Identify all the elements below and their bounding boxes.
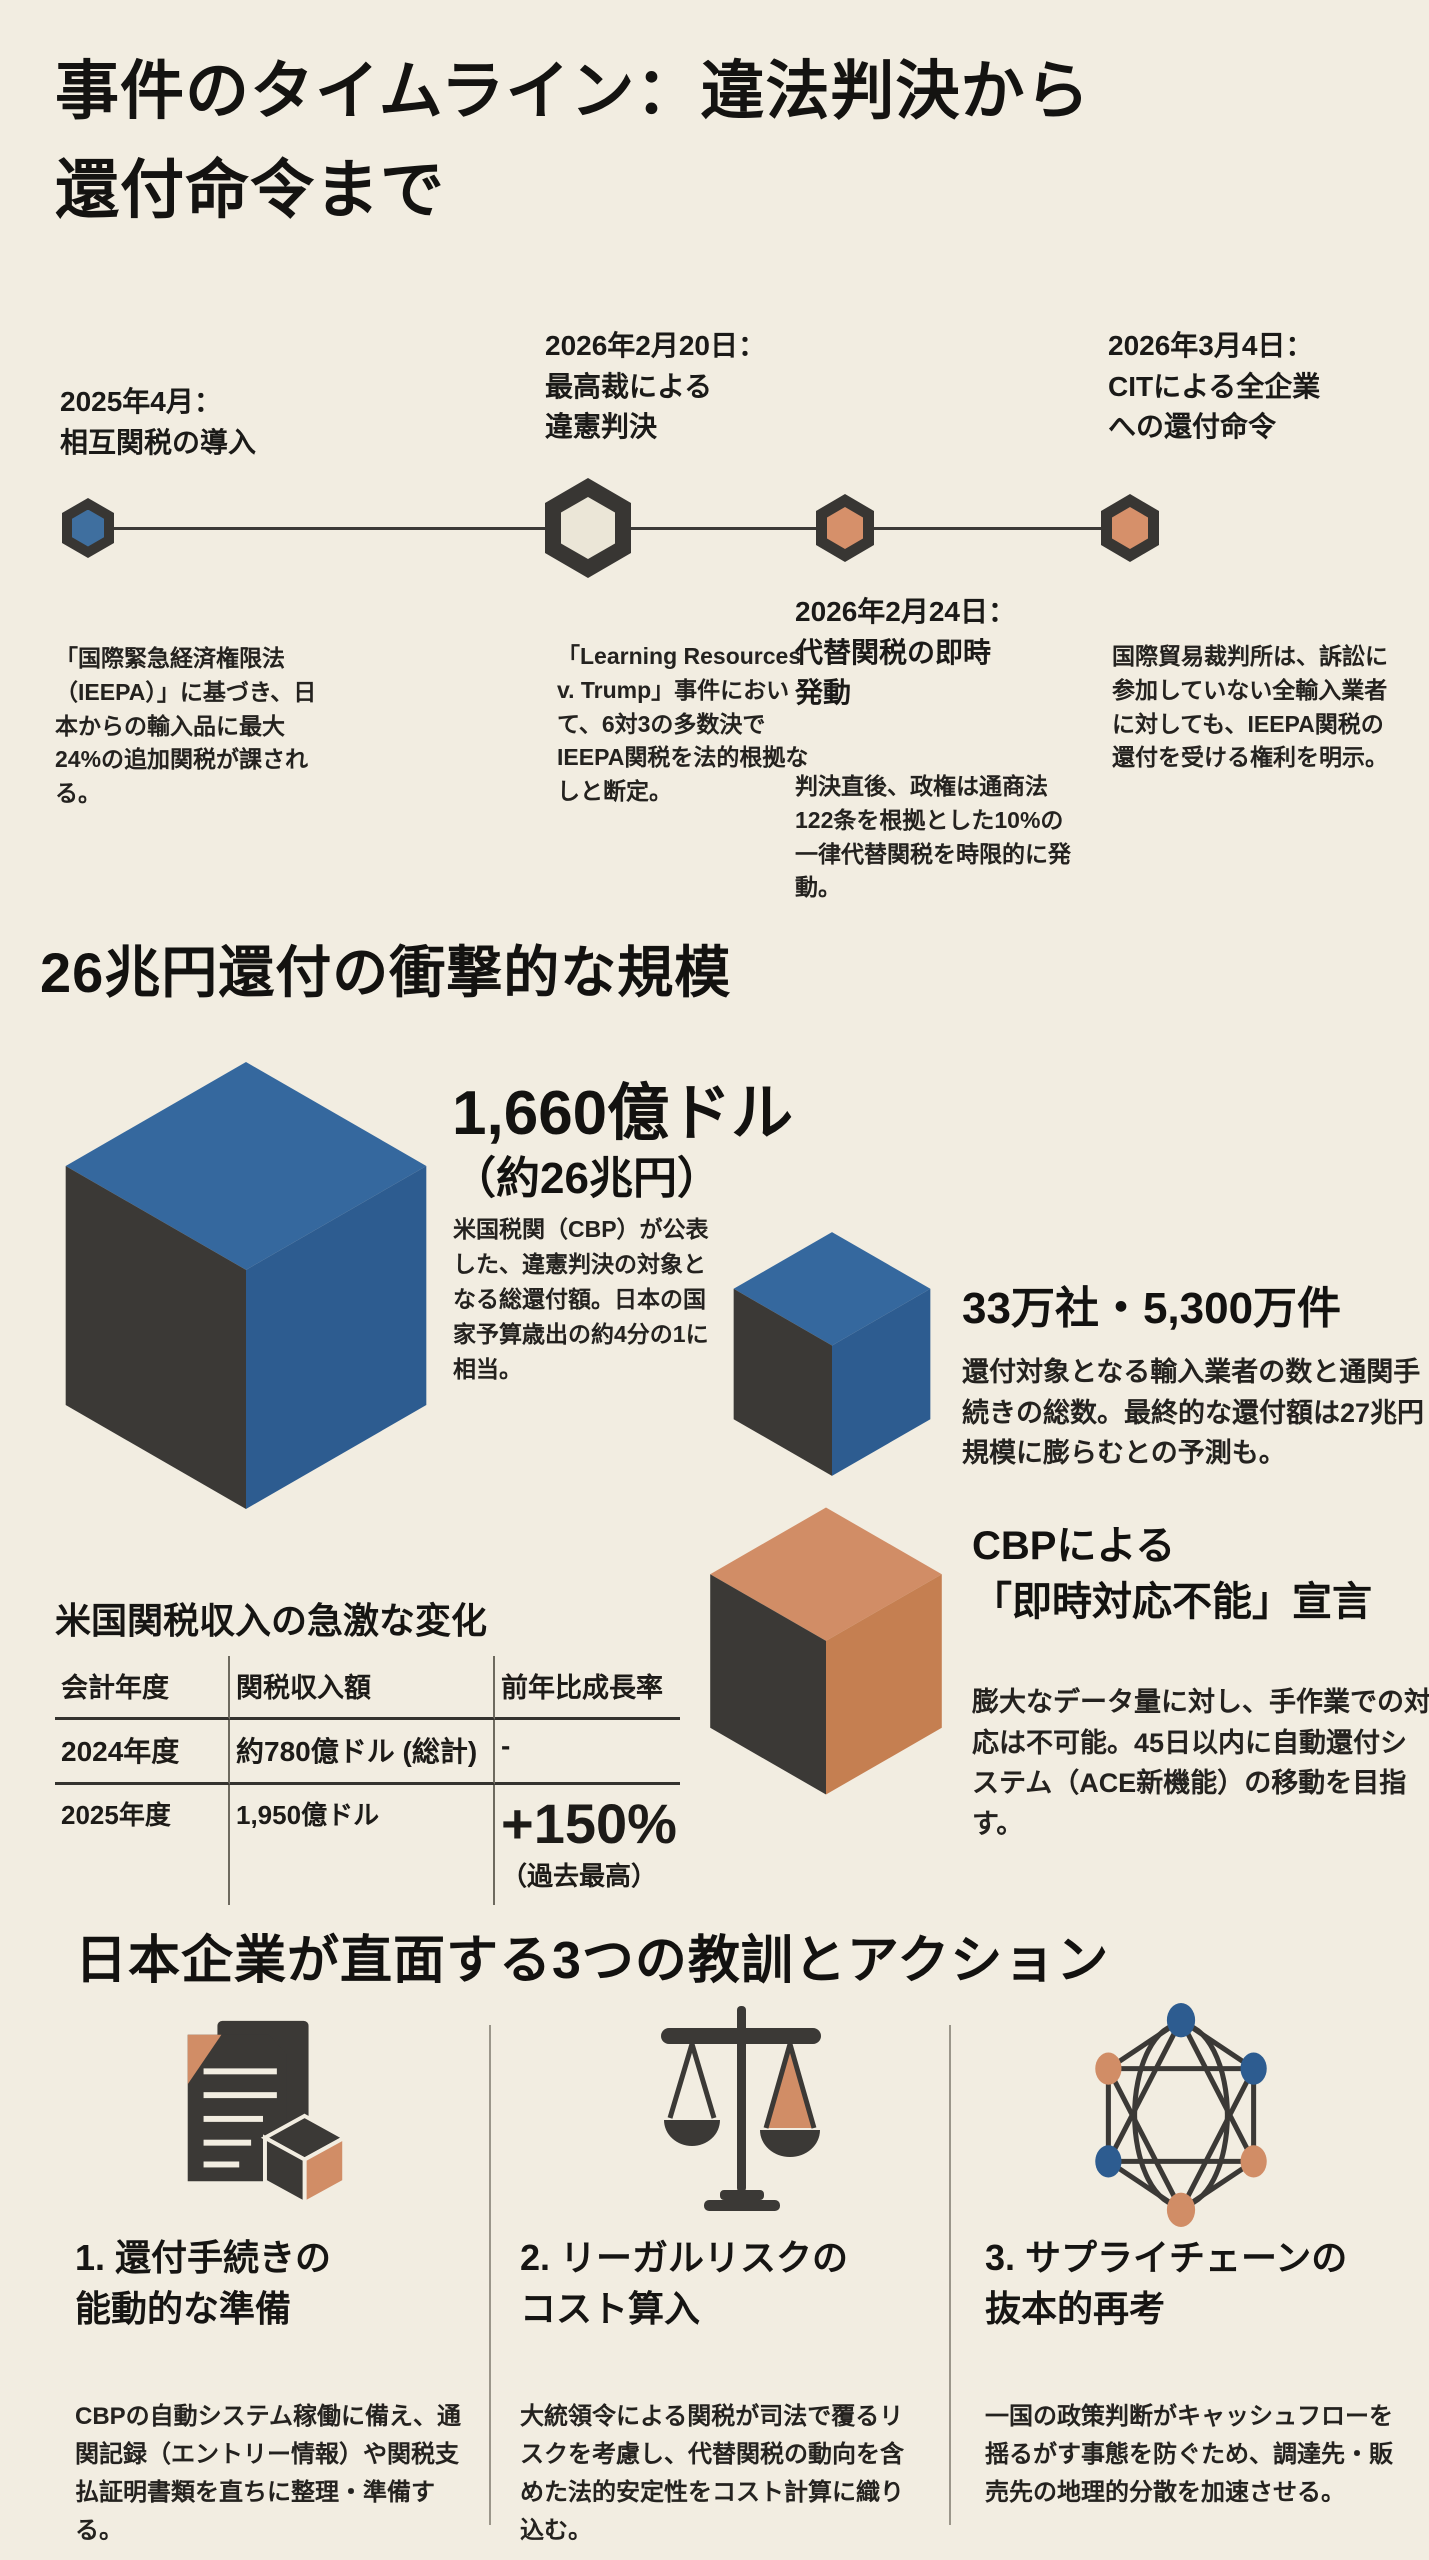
revenue-table-title: 米国関税収入の急激な変化	[55, 1600, 488, 1641]
growth-rate-value: +150%	[501, 1792, 677, 1855]
growth-rate-note: （過去最高）	[501, 1860, 658, 1891]
scales-icon	[661, 2006, 821, 2211]
stat-cbp-title: CBPによる 「即時対応不能」宣言	[972, 1524, 1372, 1624]
column-divider-2	[949, 2025, 951, 2525]
table-row: 約780億ドル (総計)	[230, 1720, 495, 1785]
timeline-event-2-desc: 「Learning Resources v. Trump」事件において、6対3の…	[557, 643, 809, 805]
timeline-event-3-desc: 判決直後、政権は通商法122条を根拠とした10%の一律代替関税を時限的に発動。	[795, 773, 1071, 901]
stat-main-sub: （約26兆円）	[452, 1154, 721, 1203]
timeline-event-4-label: 2026年3月4日： CITによる全企業 への還付命令	[1108, 330, 1321, 443]
table-row: -	[495, 1720, 680, 1785]
stat-cbp-desc: 膨大なデータ量に対し、手作業での対応は不可能。45日以内に自動還付システム（AC…	[972, 1687, 1429, 1839]
revenue-table: 会計年度 関税収入額 前年比成長率 2024年度 約780億ドル (総計) - …	[55, 1656, 680, 1905]
stat-main-value: 1,660億ドル	[452, 1079, 794, 1148]
lesson-1-desc: CBPの自動システム稼働に備え、通関記録（エントリー情報）や関税支払証明書類を直…	[75, 2403, 461, 2544]
lesson-2-desc: 大統領令による関税が司法で覆るリスクを考慮し、代替関税の動向を含めた法的安定性を…	[520, 2403, 904, 2544]
column-divider-1	[489, 2025, 491, 2525]
timeline-node-3-core	[827, 507, 863, 549]
lesson-2-title: 2. リーガルリスクの コスト算入	[520, 2237, 849, 2330]
timeline-event-4-desc: 国際貿易裁判所は、訴訟に参加していない全輸入業者に対しても、IEEPA関税の還付…	[1112, 643, 1388, 771]
table-header-revenue: 関税収入額	[230, 1656, 495, 1720]
timeline-event-1-label: 2025年4月： 相互関税の導入	[60, 386, 257, 458]
timeline-event-1-desc: 「国際緊急経済権限法（IEEPA）」に基づき、日本からの輸入品に最大24%の追加…	[55, 645, 317, 807]
table-header-year: 会計年度	[55, 1656, 230, 1720]
lesson-3-desc: 一国の政策判断がキャッシュフローを揺るがす事態を防ぐため、調達先・販売先の地理的…	[985, 2403, 1393, 2506]
orange-cube-icon	[710, 1507, 942, 1795]
stat-volume-value: 33万社・5,300万件	[962, 1284, 1342, 1333]
stat-main-desc: 米国税関（CBP）が公表した、違憲判決の対象となる総還付額。日本の国家予算歳出の…	[453, 1216, 709, 1382]
timeline-node-3	[816, 494, 874, 562]
timeline-event-3-label: 2026年2月24日： 代替関税の即時 発動	[795, 596, 1017, 709]
lesson-1-title: 1. 還付手続きの 能動的な準備	[75, 2237, 332, 2330]
stat-volume-desc: 還付対象となる輸入業者の数と通関手続きの総数。最終的な還付額は27兆円規模に膨ら…	[962, 1357, 1425, 1468]
table-row: 1,950億ドル	[230, 1785, 495, 1905]
lessons-heading: 日本企業が直面する3つの教訓とアクション	[75, 1932, 1110, 1990]
timeline-node-2	[545, 478, 631, 578]
timeline-node-2-core	[561, 497, 615, 559]
page-title: 事件のタイムライン：違法判決から 還付命令まで	[55, 55, 1091, 227]
timeline-node-4-core	[1112, 507, 1148, 549]
network-icon	[1095, 2003, 1267, 2227]
timeline-event-2-label: 2026年2月20日： 最高裁による 違憲判決	[545, 330, 767, 443]
big-blue-cube-icon	[65, 1062, 427, 1509]
table-row: 2025年度	[55, 1785, 230, 1905]
small-blue-cube-icon	[733, 1232, 931, 1476]
table-header-growth: 前年比成長率	[495, 1656, 680, 1720]
table-row: 2024年度	[55, 1720, 230, 1785]
document-icon	[187, 2020, 349, 2207]
scale-section-heading: 26兆円還付の衝撃的な規模	[40, 941, 732, 1004]
lesson-3-title: 3. サプライチェーンの 抜本的再考	[985, 2237, 1348, 2330]
timeline-node-1	[62, 498, 114, 558]
table-row: +150% （過去最高）	[495, 1785, 680, 1905]
timeline-node-4	[1101, 494, 1159, 562]
timeline-node-1-core	[72, 509, 104, 547]
